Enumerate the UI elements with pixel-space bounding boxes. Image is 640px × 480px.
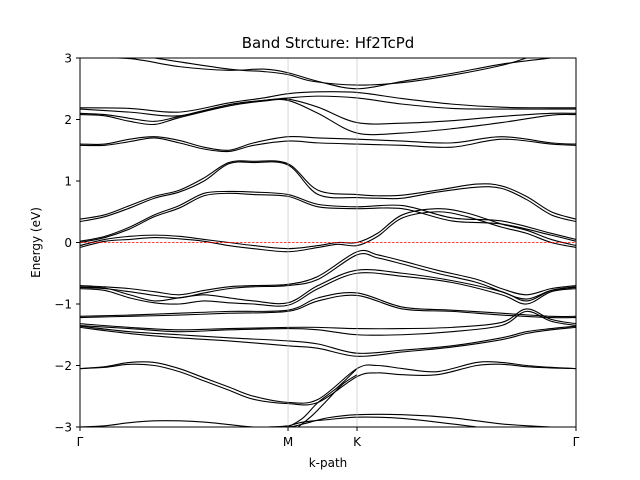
y-axis-ticks: −3 −2 −1 0 1 2 3 [54, 52, 80, 435]
band-line-2 [154, 58, 527, 86]
band-line-9 [80, 160, 576, 220]
band-line-20 [80, 294, 576, 319]
x-axis-label: k-path [309, 456, 348, 470]
band-line-21 [80, 308, 576, 331]
y-tick-label: −2 [54, 359, 72, 373]
x-tick-label: Γ [77, 435, 84, 449]
band-line-12 [80, 192, 576, 244]
band-line-29 [288, 368, 358, 427]
band-line-4 [80, 95, 576, 117]
band-line-14 [80, 211, 576, 253]
x-tick-label: M [283, 435, 293, 449]
y-tick-label: 0 [64, 236, 72, 250]
band-line-27 [80, 413, 576, 427]
band-line-19 [80, 292, 576, 318]
band-line-15 [80, 249, 576, 296]
band-line-28 [268, 416, 477, 427]
band-line-24 [80, 326, 576, 357]
band-line-3 [80, 91, 576, 113]
band-line-10 [80, 161, 576, 223]
y-tick-label: 3 [64, 52, 72, 66]
y-axis-label: Energy (eV) [29, 207, 43, 278]
band-line-30 [297, 374, 358, 427]
band-line-8 [80, 137, 576, 153]
x-tick-label: Γ [573, 435, 580, 449]
chart-title: Band Strcture: Hf2TcPd [242, 34, 415, 52]
x-tick-label: K [353, 435, 362, 449]
y-tick-label: 2 [64, 113, 72, 127]
y-tick-label: −3 [54, 421, 72, 435]
y-tick-label: −1 [54, 298, 72, 312]
y-tick-label: 1 [64, 175, 72, 189]
band-line-6 [80, 98, 576, 136]
band-line-25 [80, 361, 576, 404]
band-line-7 [80, 135, 576, 151]
band-line-13 [80, 208, 576, 250]
band-line-1 [80, 58, 552, 90]
